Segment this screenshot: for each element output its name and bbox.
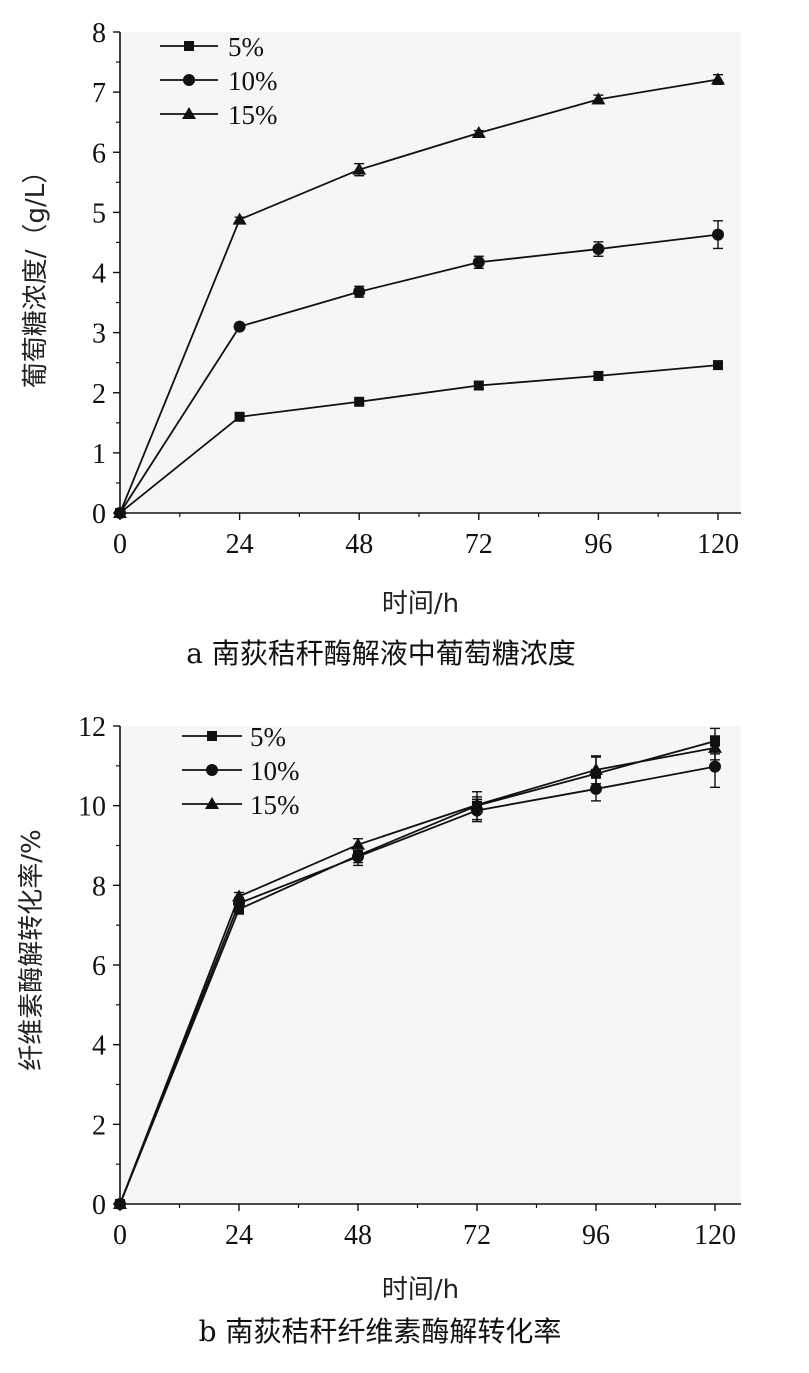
x-tick-label: 120 bbox=[697, 529, 739, 560]
chart-a-svg: 0 1 2 3 4 5 6 7 8 0 24 48 72 96 120 5% 10% 15% 葡萄糖浓度/（g/L）… bbox=[21, 18, 741, 670]
data-point bbox=[232, 889, 246, 902]
legend-item: 5% bbox=[160, 32, 264, 62]
data-point bbox=[352, 162, 367, 175]
y-axis-title: 纤维素酶解转化率/% bbox=[17, 829, 47, 1070]
y-tick-label: 4 bbox=[92, 259, 106, 290]
y-tick-label: 0 bbox=[92, 1190, 106, 1221]
data-point bbox=[470, 797, 484, 810]
y-tick-label: 2 bbox=[92, 379, 106, 410]
series-line bbox=[119, 233, 719, 514]
legend-label: 10% bbox=[228, 66, 278, 96]
data-point bbox=[708, 740, 722, 753]
data-point bbox=[232, 212, 247, 225]
plot-area bbox=[120, 726, 741, 1204]
legend-label: 5% bbox=[228, 32, 264, 62]
legend-label: 15% bbox=[250, 790, 300, 820]
data-point bbox=[709, 760, 721, 773]
data-point bbox=[233, 320, 246, 333]
legend-item: 10% bbox=[182, 756, 300, 786]
y-tick-label: 3 bbox=[92, 319, 106, 350]
y-tick-label: 12 bbox=[78, 712, 106, 743]
series-15% bbox=[113, 735, 722, 1209]
series-5% bbox=[115, 360, 723, 518]
data-point bbox=[353, 285, 366, 298]
legend-label: 10% bbox=[250, 756, 300, 786]
x-ticks: 0 24 48 72 96 120 bbox=[113, 1204, 736, 1251]
data-point bbox=[590, 782, 602, 795]
legend-item: 10% bbox=[160, 66, 278, 96]
figure-caption: a 南荻秸秆酶解液中葡萄糖浓度 bbox=[186, 637, 576, 670]
x-tick-label: 96 bbox=[582, 1220, 610, 1251]
series-10% bbox=[114, 220, 724, 519]
data-point bbox=[712, 228, 724, 241]
series-line bbox=[119, 740, 716, 1205]
legend-marker bbox=[205, 797, 219, 809]
x-tick-label: 0 bbox=[113, 1220, 127, 1251]
data-point bbox=[473, 380, 484, 391]
y-tick-label: 7 bbox=[92, 78, 106, 109]
legend-item: 5% bbox=[182, 722, 286, 752]
series-line bbox=[119, 747, 716, 1205]
data-point bbox=[113, 506, 127, 518]
x-tick-label: 24 bbox=[226, 529, 254, 560]
legend-item: 15% bbox=[182, 790, 300, 820]
x-tick-label: 0 bbox=[113, 529, 127, 560]
series-line bbox=[119, 765, 716, 1205]
x-tick-label: 48 bbox=[345, 529, 373, 560]
plot-area bbox=[120, 32, 741, 513]
data-point bbox=[593, 370, 604, 381]
y-tick-label: 6 bbox=[92, 138, 106, 169]
legend-marker bbox=[184, 41, 194, 51]
series-line bbox=[119, 364, 719, 514]
series-line bbox=[119, 78, 719, 514]
data-point bbox=[591, 92, 606, 105]
y-tick-label: 5 bbox=[92, 198, 106, 229]
legend-item: 15% bbox=[160, 100, 278, 130]
chart-panel-b: 0 2 4 6 8 10 12 0 24 48 72 96 120 5% 10% 15% 纤维素酶解转化率/% 时… bbox=[0, 686, 809, 1372]
legend-marker bbox=[183, 74, 195, 86]
x-tick-label: 48 bbox=[344, 1220, 372, 1251]
data-point bbox=[592, 243, 605, 256]
legend-marker bbox=[182, 107, 196, 119]
data-point bbox=[589, 762, 603, 775]
legend-marker bbox=[207, 731, 217, 741]
chart-panel-a: 0 1 2 3 4 5 6 7 8 0 24 48 72 96 120 5% 10% 15% 葡萄糖浓度/（g/L）… bbox=[0, 0, 809, 686]
x-tick-label: 96 bbox=[584, 529, 612, 560]
data-point bbox=[471, 126, 486, 139]
data-point bbox=[354, 396, 365, 407]
x-ticks: 0 24 48 72 96 120 bbox=[113, 513, 739, 560]
data-point bbox=[351, 837, 365, 850]
y-tick-label: 8 bbox=[92, 18, 106, 49]
x-axis-title: 时间/h bbox=[382, 589, 459, 619]
y-ticks: 0 1 2 3 4 5 6 7 8 bbox=[92, 18, 120, 530]
y-tick-label: 4 bbox=[92, 1031, 106, 1062]
legend-label: 15% bbox=[228, 100, 278, 130]
x-tick-label: 24 bbox=[225, 1220, 253, 1251]
legend-label: 5% bbox=[250, 722, 286, 752]
y-tick-label: 8 bbox=[92, 871, 106, 902]
series-15% bbox=[113, 72, 725, 518]
x-tick-label: 72 bbox=[465, 529, 493, 560]
data-point bbox=[113, 1197, 127, 1209]
x-tick-label: 72 bbox=[463, 1220, 491, 1251]
data-point bbox=[711, 72, 725, 85]
legend-marker bbox=[206, 764, 218, 776]
y-tick-label: 2 bbox=[92, 1110, 106, 1141]
y-tick-label: 0 bbox=[92, 499, 106, 530]
y-tick-label: 6 bbox=[92, 951, 106, 982]
x-axis-title: 时间/h bbox=[382, 1275, 459, 1305]
data-point bbox=[352, 850, 364, 863]
y-tick-label: 1 bbox=[92, 439, 106, 470]
data-point bbox=[234, 411, 245, 422]
y-axis-title: 葡萄糖浓度/（g/L） bbox=[21, 158, 51, 389]
data-point bbox=[713, 360, 723, 371]
x-tick-label: 120 bbox=[694, 1220, 736, 1251]
y-ticks: 0 2 4 6 8 10 12 bbox=[78, 712, 120, 1221]
data-point bbox=[472, 256, 485, 269]
figure-caption: b 南荻秸秆纤维素酶解转化率 bbox=[199, 1315, 562, 1348]
y-tick-label: 10 bbox=[78, 792, 106, 823]
